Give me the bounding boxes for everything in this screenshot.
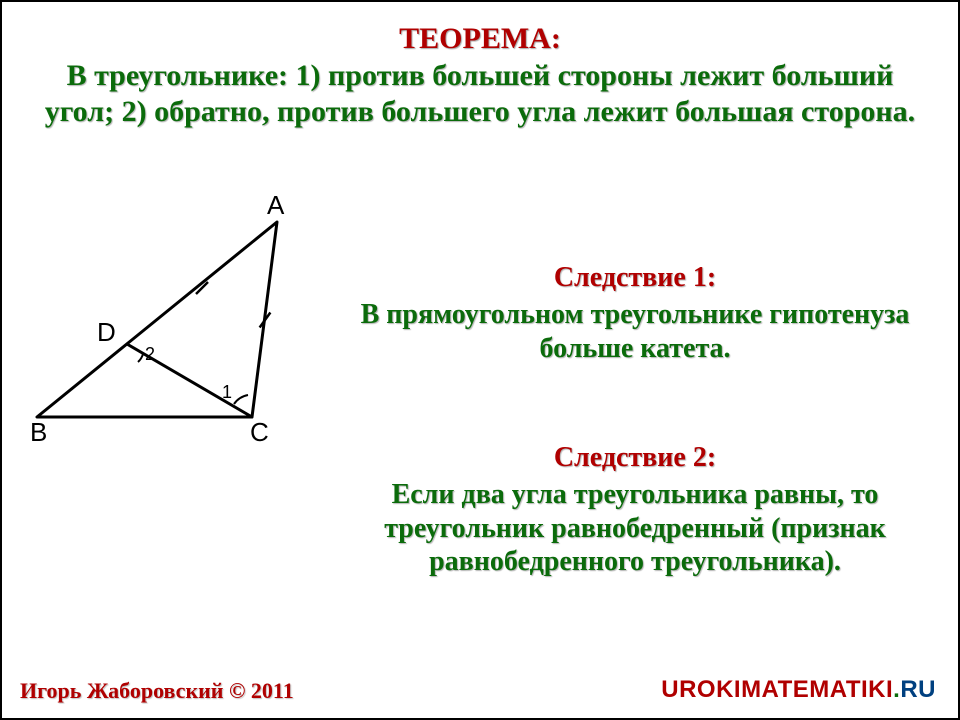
- footer-site-name: UROKIMATEMATIKI: [661, 676, 893, 703]
- slide-page: ТЕОРЕМА: В треугольнике: 1) против больш…: [0, 0, 960, 720]
- footer-site: UROKIMATEMATIKI.RU: [661, 676, 936, 704]
- vertex-label-b: B: [30, 417, 47, 448]
- corollary-1-title: Следствие 1:: [332, 262, 938, 294]
- footer-author: Игорь Жаборовский © 2011: [20, 678, 294, 704]
- theorem-block: ТЕОРЕМА: В треугольнике: 1) против больш…: [2, 2, 958, 130]
- angle-label-1: 1: [222, 382, 232, 403]
- corollary-2-block: Следствие 2: Если два угла треугольника …: [332, 442, 938, 579]
- theorem-body: В треугольнике: 1) против большей сторон…: [32, 58, 928, 130]
- corollary-2-title: Следствие 2:: [332, 442, 938, 474]
- corollary-2-body: Если два угла треугольника равны, то тре…: [332, 478, 938, 579]
- footer-site-tld: RU: [900, 676, 936, 703]
- angle-label-2: 2: [145, 344, 155, 365]
- triangle-svg: [12, 192, 332, 452]
- angle-arc-1: [234, 395, 248, 404]
- vertex-label-c: C: [250, 417, 269, 448]
- vertex-label-a: A: [267, 190, 284, 221]
- corollary-1-body: В прямоугольном треугольнике гипотенуза …: [332, 298, 938, 365]
- triangle-abc: [37, 222, 277, 417]
- vertex-label-d: D: [97, 317, 116, 348]
- triangle-diagram: A B C D 1 2: [12, 192, 332, 452]
- corollary-1-block: Следствие 1: В прямоугольном треугольник…: [332, 262, 938, 365]
- theorem-title: ТЕОРЕМА:: [32, 22, 928, 56]
- angle-arc-2: [138, 354, 143, 362]
